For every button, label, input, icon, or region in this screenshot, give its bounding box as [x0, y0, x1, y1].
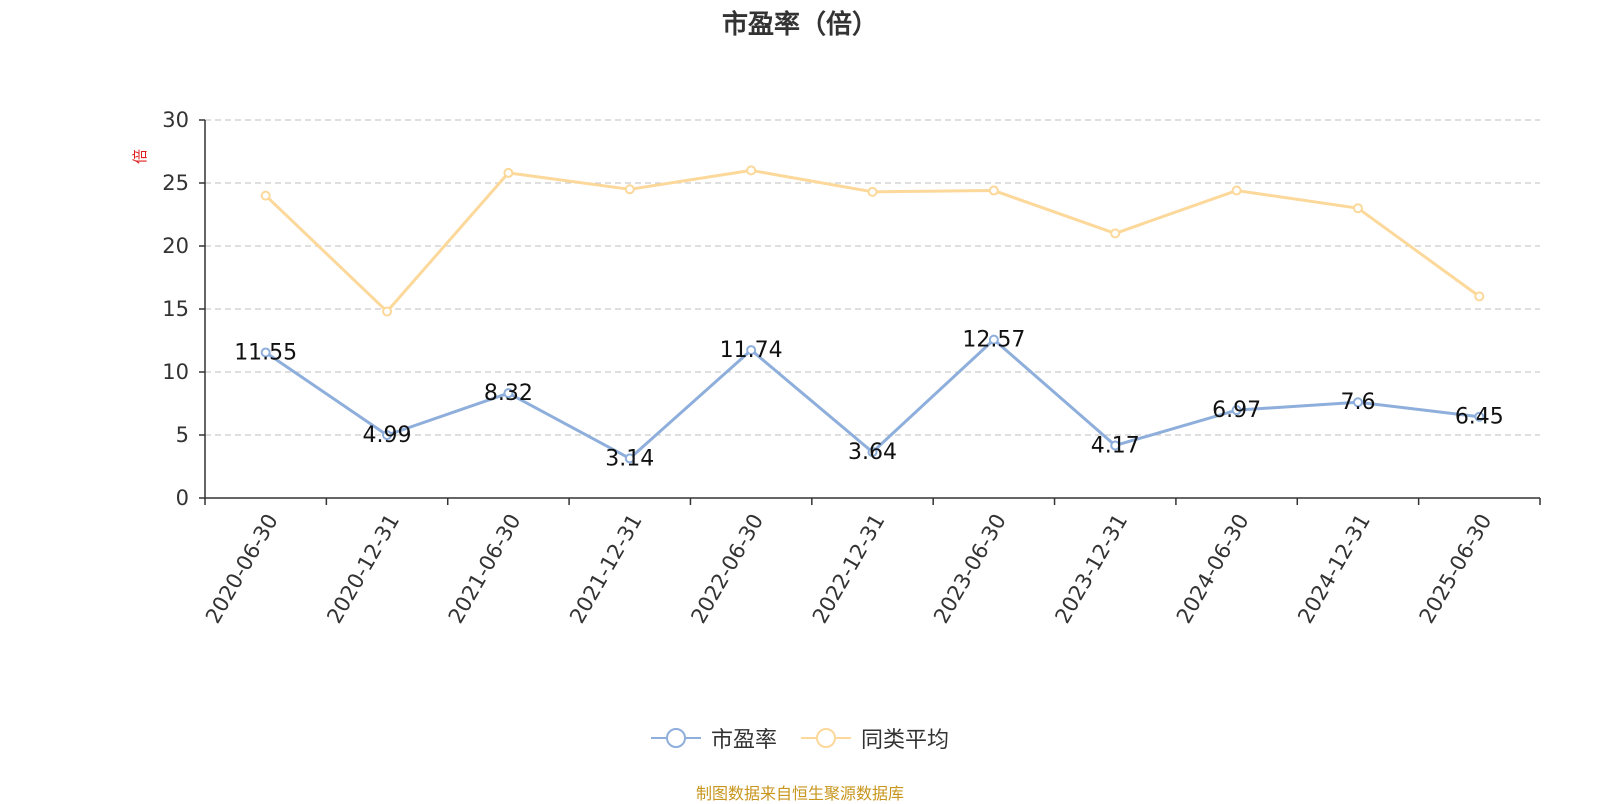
legend-label-peer-average: 同类平均: [861, 728, 950, 753]
data-point: [503, 167, 514, 178]
data-point: [503, 388, 514, 399]
chart-title: 市盈率（倍）: [721, 10, 878, 40]
data-point: [867, 447, 878, 458]
data-point: [1474, 291, 1485, 302]
x-tick-label: 2022-06-30: [686, 510, 768, 628]
data-label: 6.97: [1212, 398, 1261, 423]
data-label: 4.99: [363, 423, 412, 448]
legend-label-pe: 市盈率: [710, 728, 777, 753]
data-label: 8.32: [484, 381, 533, 406]
y-tick-label: 25: [162, 171, 189, 195]
data-point: [382, 306, 393, 317]
data-point: [746, 165, 757, 176]
data-point: [1110, 228, 1121, 239]
data-label: 12.57: [962, 328, 1025, 353]
data-point: [867, 186, 878, 197]
data-label: 6.45: [1455, 405, 1504, 430]
legend-line-circle-icon: [801, 728, 851, 748]
data-label: 11.55: [234, 340, 297, 365]
data-point: [382, 430, 393, 441]
x-tick-label: 2024-06-30: [1172, 510, 1254, 628]
data-label: 3.14: [605, 446, 654, 471]
data-point: [624, 453, 635, 464]
y-tick-label: 5: [176, 423, 189, 447]
data-label: 3.64: [848, 440, 897, 465]
x-tick-label: 2020-12-31: [322, 510, 404, 628]
legend-item-pe[interactable]: 市盈率: [650, 722, 777, 754]
data-label: 7.6: [1340, 390, 1375, 415]
data-label: 4.17: [1091, 433, 1140, 458]
y-tick-label: 20: [162, 234, 189, 258]
data-label: 11.74: [720, 338, 783, 363]
x-tick-label: 2022-12-31: [808, 510, 890, 628]
x-tick-label: 2023-12-31: [1050, 510, 1132, 628]
data-point: [260, 190, 271, 201]
y-tick-label: 15: [162, 297, 189, 321]
x-tick-label: 2021-12-31: [565, 510, 647, 628]
data-source-note: 制图数据来自恒生聚源数据库: [695, 784, 904, 803]
data-point: [1352, 397, 1363, 408]
y-tick-label: 0: [176, 486, 189, 510]
legend-line-circle-icon: [650, 728, 701, 748]
data-point: [746, 345, 757, 356]
data-point: [260, 347, 271, 358]
data-point: [988, 185, 999, 196]
legend-item-peer-average[interactable]: 同类平均: [801, 722, 949, 754]
data-point: [624, 184, 635, 195]
legend: 市盈率 同类平均: [0, 722, 1600, 754]
x-tick-label: 2024-12-31: [1293, 510, 1375, 628]
data-point: [1110, 440, 1121, 451]
y-tick-label: 30: [162, 108, 189, 132]
x-tick-label: 2021-06-30: [444, 510, 526, 628]
data-point: [1352, 203, 1363, 214]
data-point: [988, 334, 999, 345]
data-point: [1231, 185, 1242, 196]
data-point: [1474, 411, 1485, 422]
x-tick-label: 2025-06-30: [1415, 510, 1497, 628]
y-tick-label: 10: [162, 360, 189, 384]
x-tick-label: 2020-06-30: [201, 510, 283, 628]
data-point: [1231, 405, 1242, 416]
x-tick-label: 2023-06-30: [929, 510, 1011, 628]
